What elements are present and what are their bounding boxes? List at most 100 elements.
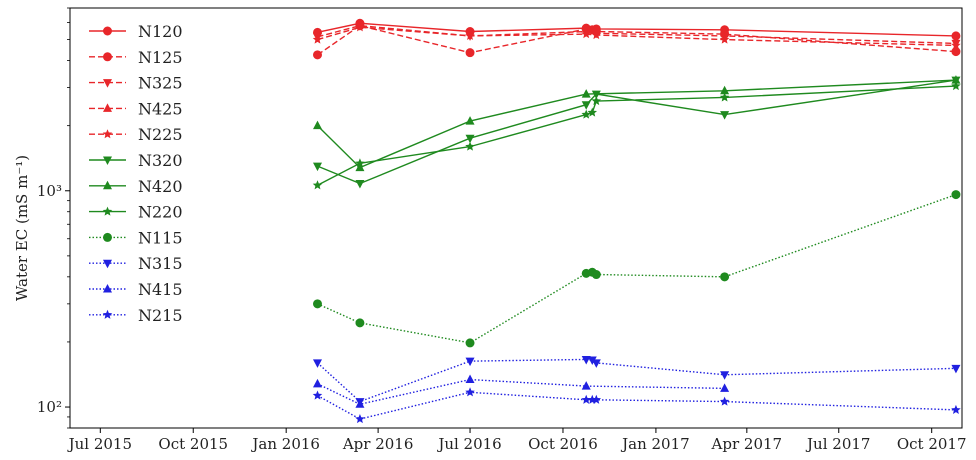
x-tick-label: Oct 2016 [528, 435, 598, 453]
plot-frame [69, 7, 963, 429]
data-point [465, 116, 475, 125]
data-point [719, 92, 730, 102]
legend-label: N125 [138, 48, 183, 67]
legend-entry-N425: N425 [89, 99, 183, 118]
data-point [719, 34, 730, 44]
data-point [951, 40, 961, 50]
legend-marker [103, 26, 112, 36]
legend-marker [102, 206, 113, 216]
series-line [317, 193, 957, 344]
data-point [465, 387, 475, 397]
legend-label: N425 [138, 99, 183, 118]
series-line [317, 358, 956, 403]
data-point [951, 81, 961, 91]
data-point [355, 22, 365, 32]
x-tick-label: Jul 2017 [805, 435, 870, 453]
data-point [591, 270, 601, 280]
data-point [355, 399, 365, 408]
data-point [581, 109, 591, 119]
legend-label: N320 [138, 151, 183, 170]
data-point [312, 120, 322, 130]
data-point [951, 31, 961, 41]
data-point [465, 134, 475, 144]
legend-marker [103, 156, 112, 165]
legend-marker [102, 129, 113, 139]
data-point [355, 158, 365, 168]
data-point [312, 50, 322, 60]
axes: Jul 2015 Oct 2015 Jan 2016 Apr 2016 Jul 2016… [37, 7, 967, 453]
y-tick-label: 10³ [37, 182, 62, 200]
data-point [581, 394, 591, 404]
legend-entry-N325: N325 [89, 74, 183, 93]
data-point [720, 371, 730, 380]
data-point [312, 359, 322, 368]
legend-marker [103, 79, 112, 88]
legend-entry-N415: N415 [89, 280, 183, 299]
series-line [317, 391, 956, 420]
legend-marker [103, 284, 112, 293]
data-point [951, 190, 961, 200]
data-point [355, 162, 365, 172]
x-tick-label: Oct 2015 [158, 435, 228, 453]
legend-marker [103, 232, 112, 242]
data-point [720, 383, 730, 392]
x-tick-label: Jul 2015 [67, 435, 132, 453]
data-point [720, 272, 730, 282]
data-point [581, 89, 591, 98]
x-tick-label: Jul 2016 [436, 435, 501, 453]
series-line [317, 22, 956, 37]
data-point [951, 47, 961, 57]
data-point [312, 378, 322, 388]
legend-entry-N320: N320 [89, 151, 183, 170]
legend-marker [102, 309, 113, 319]
data-point [587, 107, 598, 117]
data-point [355, 180, 365, 189]
series-N415 [312, 374, 730, 408]
legend-label: N420 [138, 177, 183, 196]
data-point [587, 356, 597, 366]
data-point [719, 396, 730, 406]
legend-entry-N120: N120 [89, 22, 183, 41]
data-point [312, 180, 323, 190]
y-tick-label: 10² [37, 398, 62, 416]
y-axis-label: Water EC (mS m⁻¹) [13, 155, 31, 301]
series-line [317, 26, 956, 47]
series-N420 [312, 75, 961, 172]
data-point [465, 48, 475, 58]
data-point [581, 381, 591, 390]
data-point [591, 394, 602, 404]
series-line [317, 24, 956, 56]
data-point [312, 162, 322, 172]
legend: N120 N125 N325 N425 N225 N320 N420 N220 N115 N315… [89, 22, 183, 325]
series-N120 [312, 18, 961, 41]
data-point [465, 30, 475, 40]
series-line [317, 79, 957, 185]
series-line [317, 24, 956, 45]
x-tick-label: Jan 2016 [250, 435, 320, 453]
series-N315 [312, 355, 961, 407]
data-point [720, 85, 730, 95]
data-point [465, 357, 475, 367]
legend-entry-N420: N420 [89, 177, 183, 196]
data-point [581, 355, 591, 365]
legend-label: N215 [138, 306, 183, 325]
series-line [317, 79, 956, 169]
series-N220 [312, 81, 961, 190]
data-point [312, 34, 323, 44]
data-point [591, 359, 601, 368]
legend-entry-N225: N225 [89, 125, 183, 144]
data-point [355, 318, 365, 328]
legend-label: N325 [138, 74, 183, 93]
legend-entry-N115: N115 [89, 228, 183, 247]
data-point [581, 101, 591, 110]
data-point [720, 111, 730, 120]
legend-label: N415 [138, 280, 183, 299]
legend-entry-N315: N315 [89, 254, 183, 273]
legend-marker [103, 52, 112, 62]
legend-entry-N215: N215 [89, 306, 183, 325]
data-point [951, 75, 961, 84]
series-N225 [312, 22, 961, 50]
series-line [317, 378, 725, 405]
x-tick-label: Oct 2017 [897, 435, 967, 453]
data-point [355, 414, 365, 424]
